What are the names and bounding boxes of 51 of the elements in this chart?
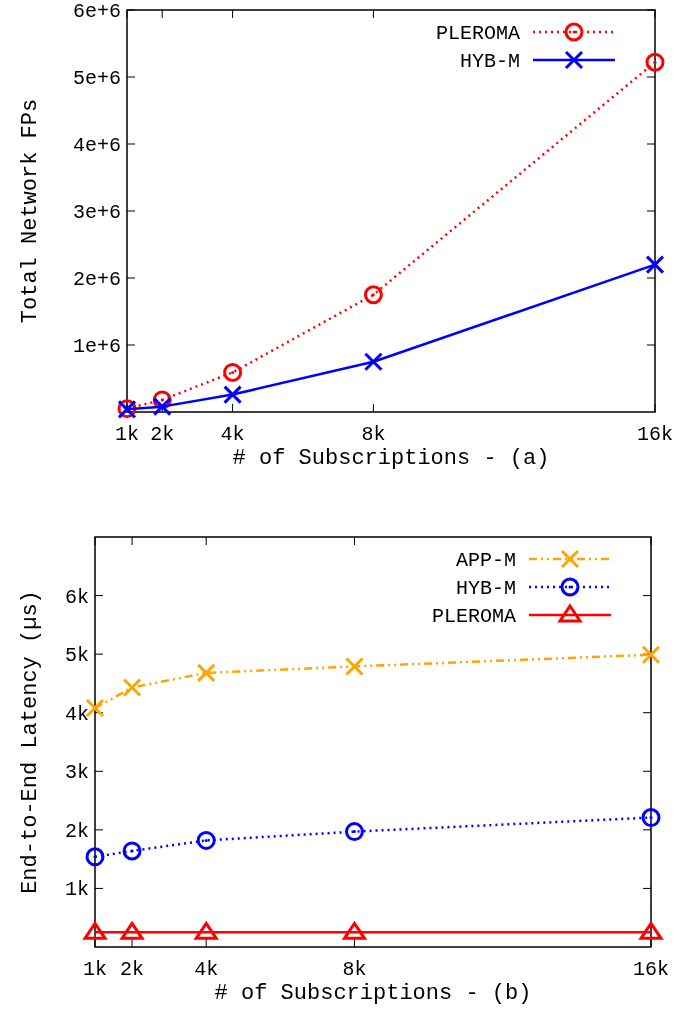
point: [122, 678, 142, 698]
legend-label: HYB-M: [459, 50, 520, 73]
x-tick-label: 8k: [342, 958, 367, 981]
y-tick-label: 6e+6: [72, 0, 121, 23]
y-tick-label: 4e+6: [72, 134, 121, 157]
point: [196, 830, 216, 850]
y-tick-label: 1e+6: [72, 335, 121, 358]
point: [363, 352, 383, 372]
point: [120, 921, 144, 940]
legend-label: APP-M: [455, 549, 516, 572]
point: [223, 385, 243, 405]
y-tick-label: 5e+6: [72, 67, 121, 90]
point: [645, 52, 665, 72]
x-axis-title: # of Subscriptions - (b): [214, 981, 532, 1006]
point: [196, 663, 216, 683]
y-tick-label: 5k: [64, 644, 89, 668]
y-tick-label: 6k: [64, 585, 89, 609]
y-tick-label: 2e+6: [72, 268, 121, 291]
point: [344, 656, 364, 676]
x-tick-label: 1k: [114, 423, 140, 446]
legend-label: PLEROMA: [431, 605, 516, 628]
point: [152, 397, 172, 417]
point: [344, 822, 364, 842]
point: [342, 921, 366, 940]
x-tick-label: 2k: [120, 958, 145, 981]
point: [363, 285, 383, 305]
point: [223, 362, 243, 382]
x-tick-label: 16k: [632, 958, 670, 981]
point: [85, 847, 105, 867]
y-tick-label: 3e+6: [72, 201, 121, 224]
point: [83, 921, 107, 940]
point: [194, 921, 218, 940]
point: [641, 645, 661, 665]
y-tick-label: 4k: [64, 702, 89, 726]
x-tick-label: 4k: [220, 423, 245, 446]
legend-label: HYB-M: [455, 577, 516, 600]
legend-label: PLEROMA: [435, 22, 520, 45]
x-tick-label: 4k: [194, 958, 219, 981]
y-tick-label: 3k: [64, 761, 89, 785]
x-tick-label: 16k: [636, 423, 674, 446]
y-axis-title: End-to-End Latency (µs): [18, 590, 43, 894]
y-tick-label: 1k: [64, 878, 89, 902]
point: [639, 921, 663, 940]
x-tick-label: 8k: [361, 423, 386, 446]
y-axis-title: Total Network FPs: [18, 98, 43, 324]
point: [641, 808, 661, 828]
point: [645, 255, 665, 275]
y-tick-label: 2k: [64, 819, 89, 843]
x-tick-label: 2k: [150, 423, 175, 446]
point: [122, 841, 142, 861]
x-axis-title: # of Subscriptions - (a): [232, 446, 550, 471]
